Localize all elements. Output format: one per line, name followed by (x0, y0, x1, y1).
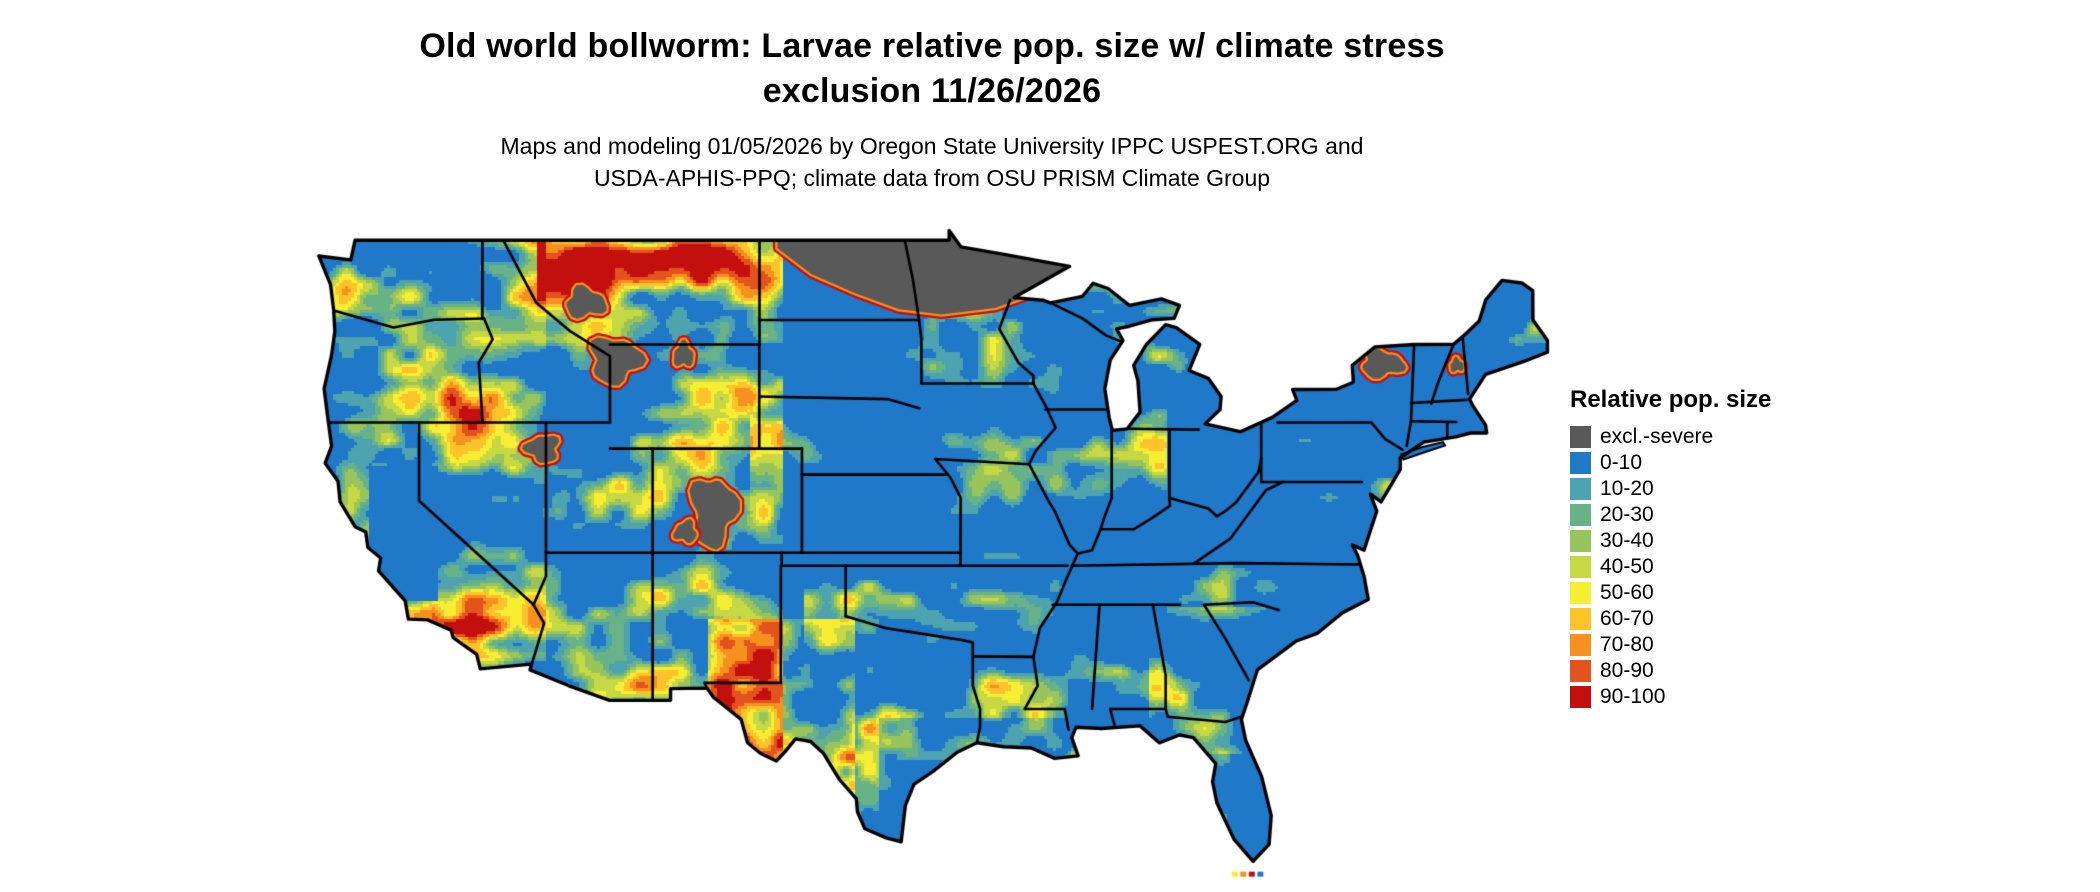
legend-item-label: 20-30 (1600, 503, 1654, 526)
subtitle-line-1: Maps and modeling 01/05/2026 by Oregon S… (500, 132, 1364, 159)
legend-item: 20-30 (1570, 502, 1890, 528)
legend-items: excl.-severe 0-10 10-20 20-30 30-40 40-50 50-6… (1570, 424, 1890, 710)
map-area (306, 226, 1556, 886)
legend-item: 30-40 (1570, 528, 1890, 554)
legend-swatch (1570, 426, 1591, 448)
legend-swatch (1570, 452, 1591, 474)
legend-title: Relative pop. size (1570, 386, 1772, 413)
title-line-2: exclusion 11/26/2026 (762, 71, 1102, 110)
legend-swatch (1570, 556, 1591, 578)
legend-swatch (1570, 634, 1591, 656)
legend-item: 10-20 (1570, 476, 1890, 502)
legend-item-label: 40-50 (1600, 555, 1654, 578)
legend: Relative pop. size excl.-severe 0-10 10-20… (1570, 386, 1890, 710)
legend-swatch (1570, 660, 1591, 682)
legend-item: 70-80 (1570, 632, 1890, 658)
legend-item: 80-90 (1570, 658, 1890, 684)
subtitle-line-2: USDA-APHIS-PPQ; climate data from OSU PR… (593, 165, 1271, 192)
legend-item-label: 10-20 (1600, 477, 1654, 500)
legend-item-label: 0-10 (1600, 451, 1643, 474)
legend-swatch (1570, 478, 1591, 500)
legend-swatch (1570, 530, 1591, 552)
legend-item: excl.-severe (1570, 424, 1890, 450)
legend-item-label: 60-70 (1600, 607, 1654, 630)
map-subtitle: Maps and modeling 01/05/2026 by Oregon S… (0, 130, 1864, 195)
legend-item: 0-10 (1570, 450, 1890, 476)
legend-swatch (1570, 686, 1591, 708)
us-map-canvas (306, 226, 1556, 886)
legend-swatch (1570, 608, 1591, 630)
legend-item-label: 80-90 (1600, 659, 1654, 682)
legend-item-label: 30-40 (1600, 529, 1654, 552)
legend-item: 40-50 (1570, 554, 1890, 580)
header: Old world bollworm: Larvae relative pop.… (0, 24, 1864, 195)
legend-item: 60-70 (1570, 606, 1890, 632)
legend-item-label: 70-80 (1600, 633, 1654, 656)
title-line-1: Old world bollworm: Larvae relative pop.… (419, 27, 1445, 65)
legend-swatch (1570, 582, 1591, 604)
legend-swatch (1570, 504, 1591, 526)
page-title: Old world bollworm: Larvae relative pop.… (0, 24, 1864, 114)
legend-item-label: excl.-severe (1600, 425, 1714, 448)
legend-item-label: 90-100 (1600, 685, 1666, 708)
legend-item: 50-60 (1570, 580, 1890, 606)
legend-item: 90-100 (1570, 684, 1890, 710)
legend-item-label: 50-60 (1600, 581, 1654, 604)
